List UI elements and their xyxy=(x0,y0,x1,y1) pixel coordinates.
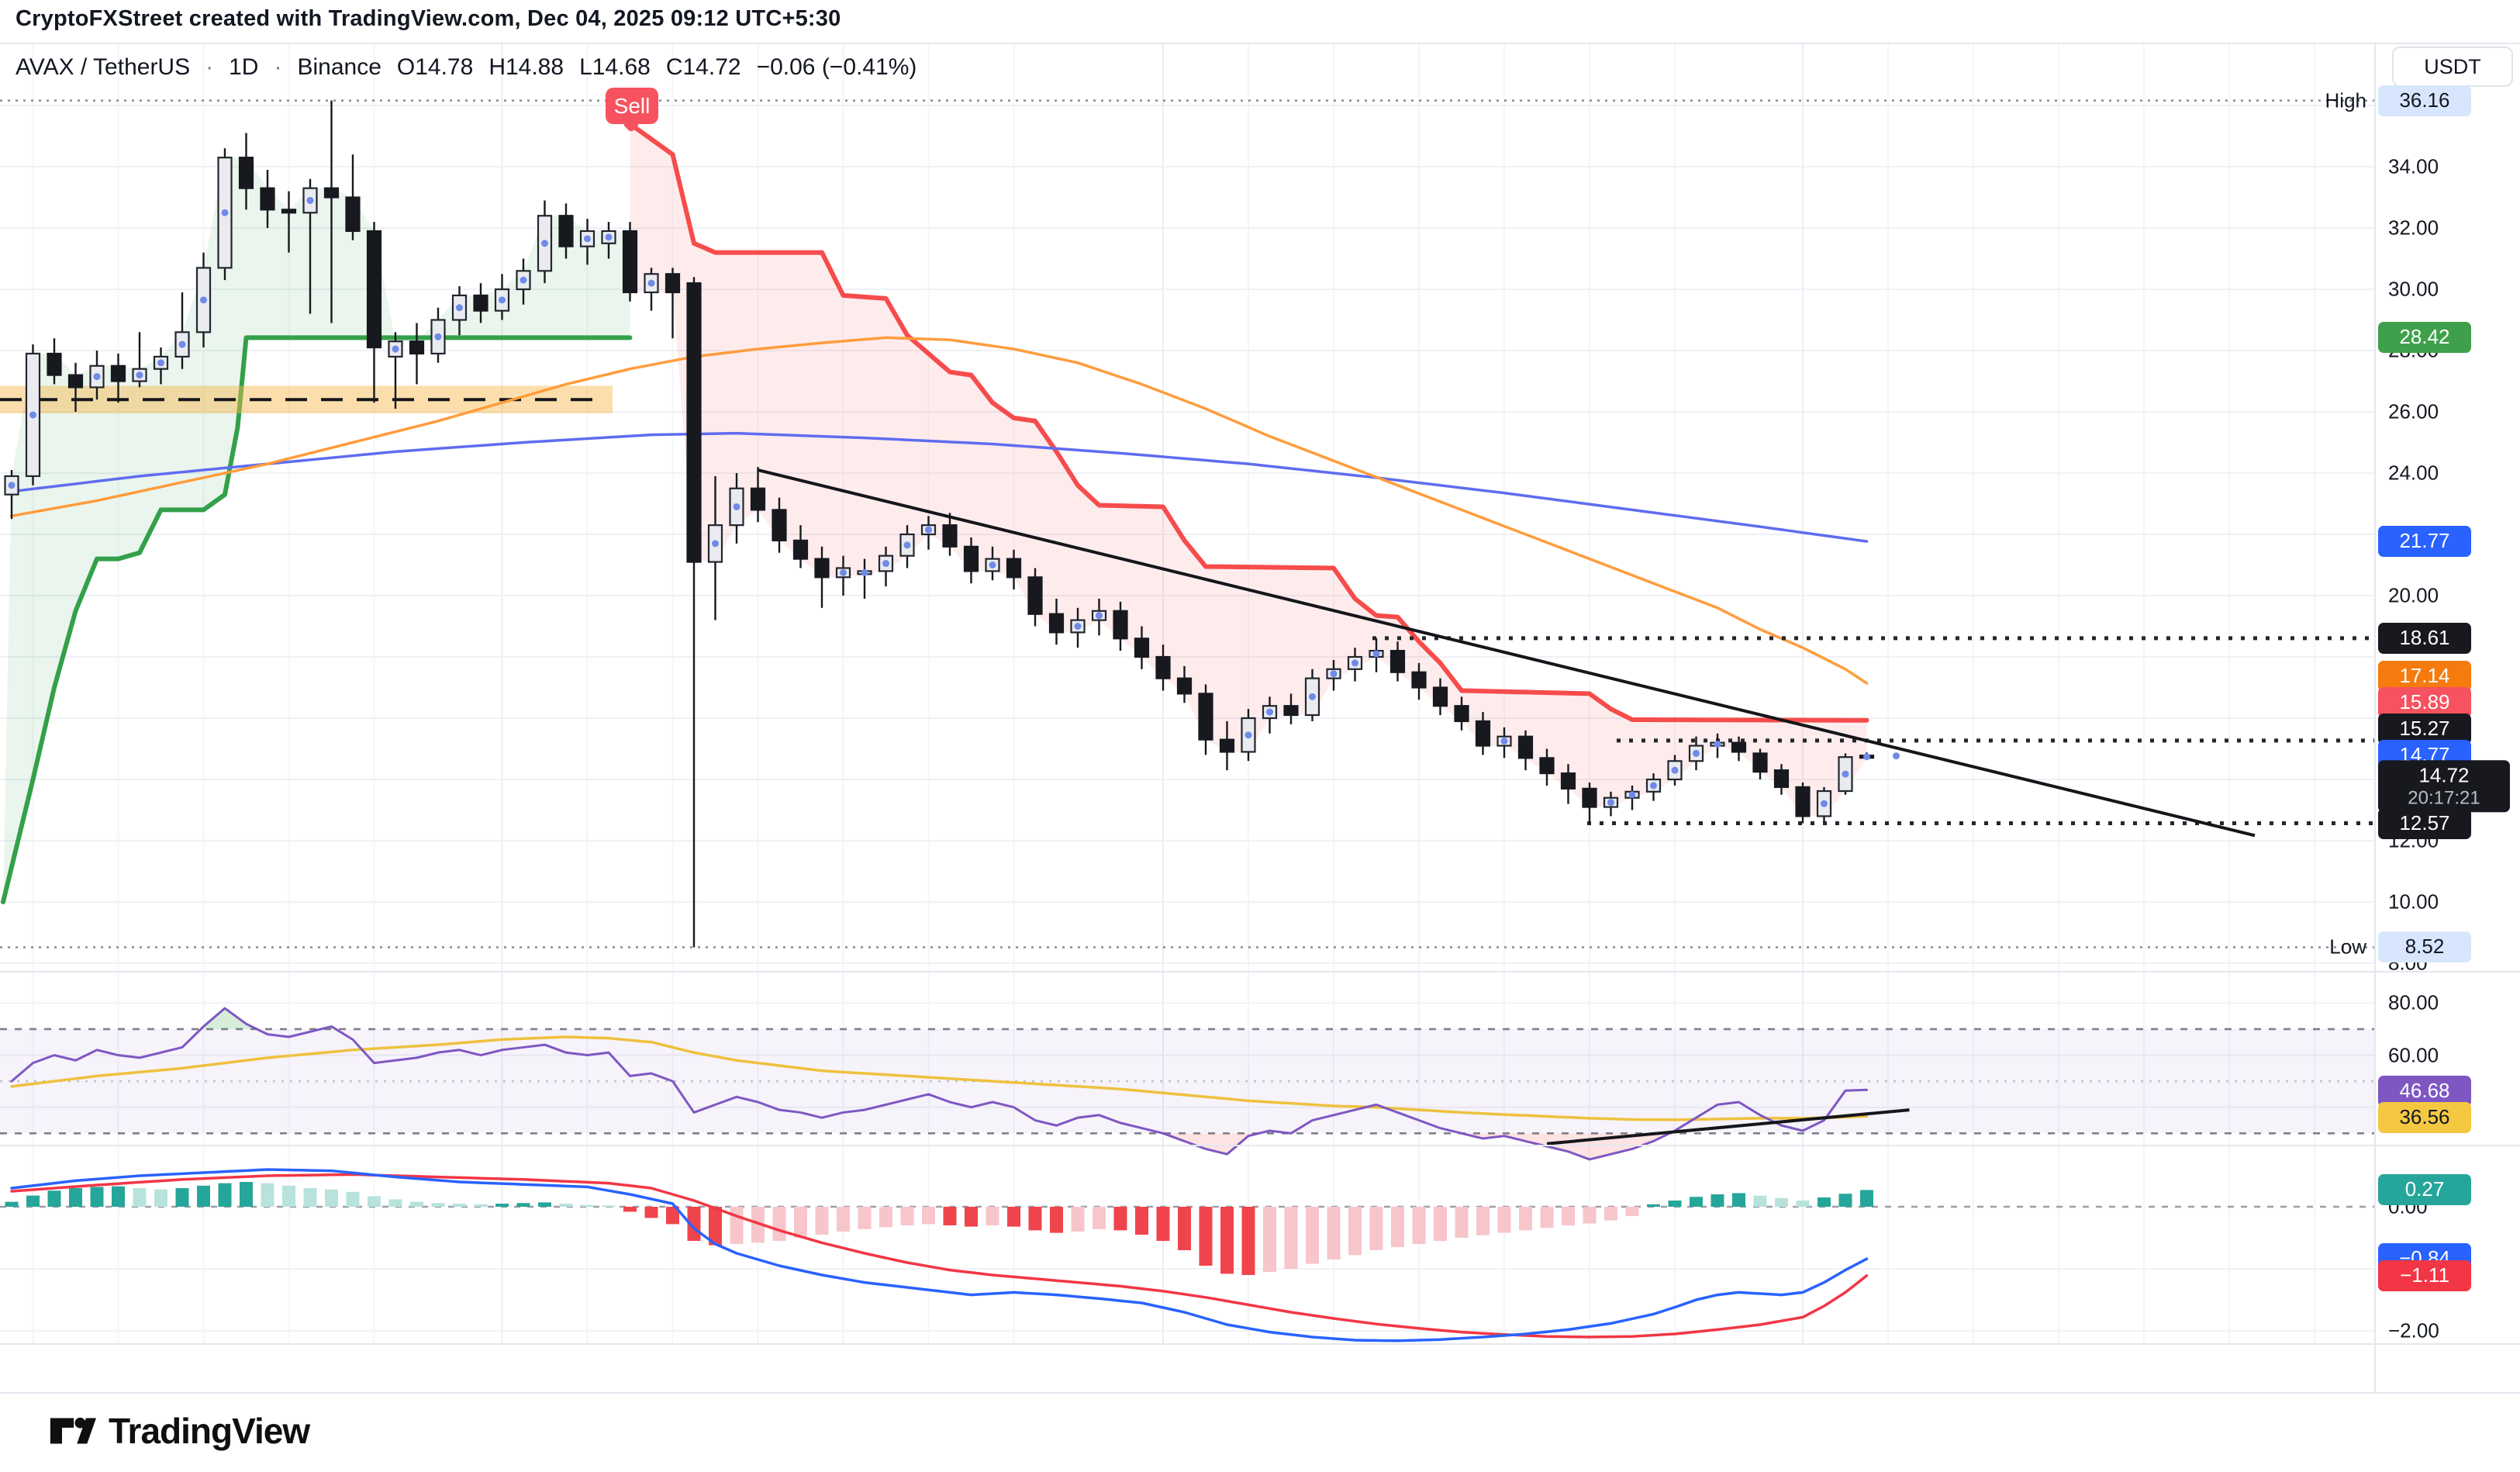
countdown-timer: 20:17:21 xyxy=(2408,787,2480,809)
tradingview-logo-text: TradingView xyxy=(109,1411,310,1451)
price-tick-label: 32.00 xyxy=(2388,216,2439,240)
attribution-text: CryptoFXStreet created with TradingView.… xyxy=(16,6,841,31)
candles xyxy=(4,100,1900,948)
rsi-tick-label: 60.00 xyxy=(2388,1043,2439,1067)
ohlc-high: H14.88 xyxy=(488,54,564,80)
price-badge: 12.57 xyxy=(2378,808,2471,839)
symbol-info-row[interactable]: AVAX / TetherUS · 1D · Binance O14.78 H1… xyxy=(16,54,917,81)
price-badge: 21.77 xyxy=(2378,526,2471,557)
price-badge: 15.89 xyxy=(2378,687,2471,718)
symbol-name: AVAX / TetherUS xyxy=(16,54,191,80)
exchange-label: Binance xyxy=(297,54,381,80)
price-tick-label: 24.00 xyxy=(2388,461,2439,485)
macd-badge: −1.11 xyxy=(2378,1260,2471,1291)
price-badge: 18.61 xyxy=(2378,623,2471,654)
price-badge: 28.42 xyxy=(2378,322,2471,353)
price-badge: 36.16 xyxy=(2378,85,2471,116)
rsi-pane xyxy=(0,1007,2375,1161)
price-tick-label: 10.00 xyxy=(2388,890,2439,914)
rsi-tick-label: 80.00 xyxy=(2388,990,2439,1014)
price-tick-label: 20.00 xyxy=(2388,583,2439,607)
price-badge: 17.14 xyxy=(2378,661,2471,692)
ohlc-change: −0.06 (−0.41%) xyxy=(756,54,917,80)
price-badge: 15.27 xyxy=(2378,714,2471,745)
timeframe-label: 1D xyxy=(229,54,259,80)
macd-badge: 0.27 xyxy=(2378,1174,2471,1205)
descending-trendline xyxy=(758,468,2256,838)
price-tick-label: 34.00 xyxy=(2388,154,2439,178)
time-scale-axis[interactable]: 913172125Oct5913172125Nov5913172125Dec59… xyxy=(0,1344,2520,1394)
ohlc-open: O14.78 xyxy=(396,54,474,80)
ma-orange-line xyxy=(10,336,1869,685)
grid-lines xyxy=(0,43,2375,1344)
price-badge: 14.72 20:17:21 xyxy=(2378,760,2510,813)
ma-blue-line xyxy=(10,431,1869,543)
price-badge: 8.52 xyxy=(2378,931,2471,962)
macd-tick-label: −2.00 xyxy=(2388,1318,2439,1342)
tradingview-logo[interactable]: TradingView xyxy=(45,1405,310,1456)
price-tick-label: 26.00 xyxy=(2388,399,2439,423)
price-badge-prefix: Low xyxy=(2329,935,2366,959)
separator-dot: · xyxy=(274,54,282,80)
macd-pane xyxy=(0,1168,2375,1342)
pane-borders xyxy=(0,43,2520,1394)
separator-dot: · xyxy=(205,54,214,80)
tradingview-logo-icon xyxy=(50,1417,96,1444)
price-level-lines xyxy=(0,99,2375,949)
rsi-badge: 46.68 xyxy=(2378,1076,2471,1107)
rsi-badge: 36.56 xyxy=(2378,1102,2471,1133)
sell-signal-label: Sell xyxy=(606,88,658,124)
supply-zone xyxy=(0,385,613,413)
currency-toggle-button[interactable]: USDT xyxy=(2392,47,2513,87)
price-tick-label: 30.00 xyxy=(2388,277,2439,301)
ohlc-close: C14.72 xyxy=(665,54,741,80)
price-badge-prefix: High xyxy=(2325,88,2366,112)
ohlc-low: L14.68 xyxy=(579,54,651,80)
